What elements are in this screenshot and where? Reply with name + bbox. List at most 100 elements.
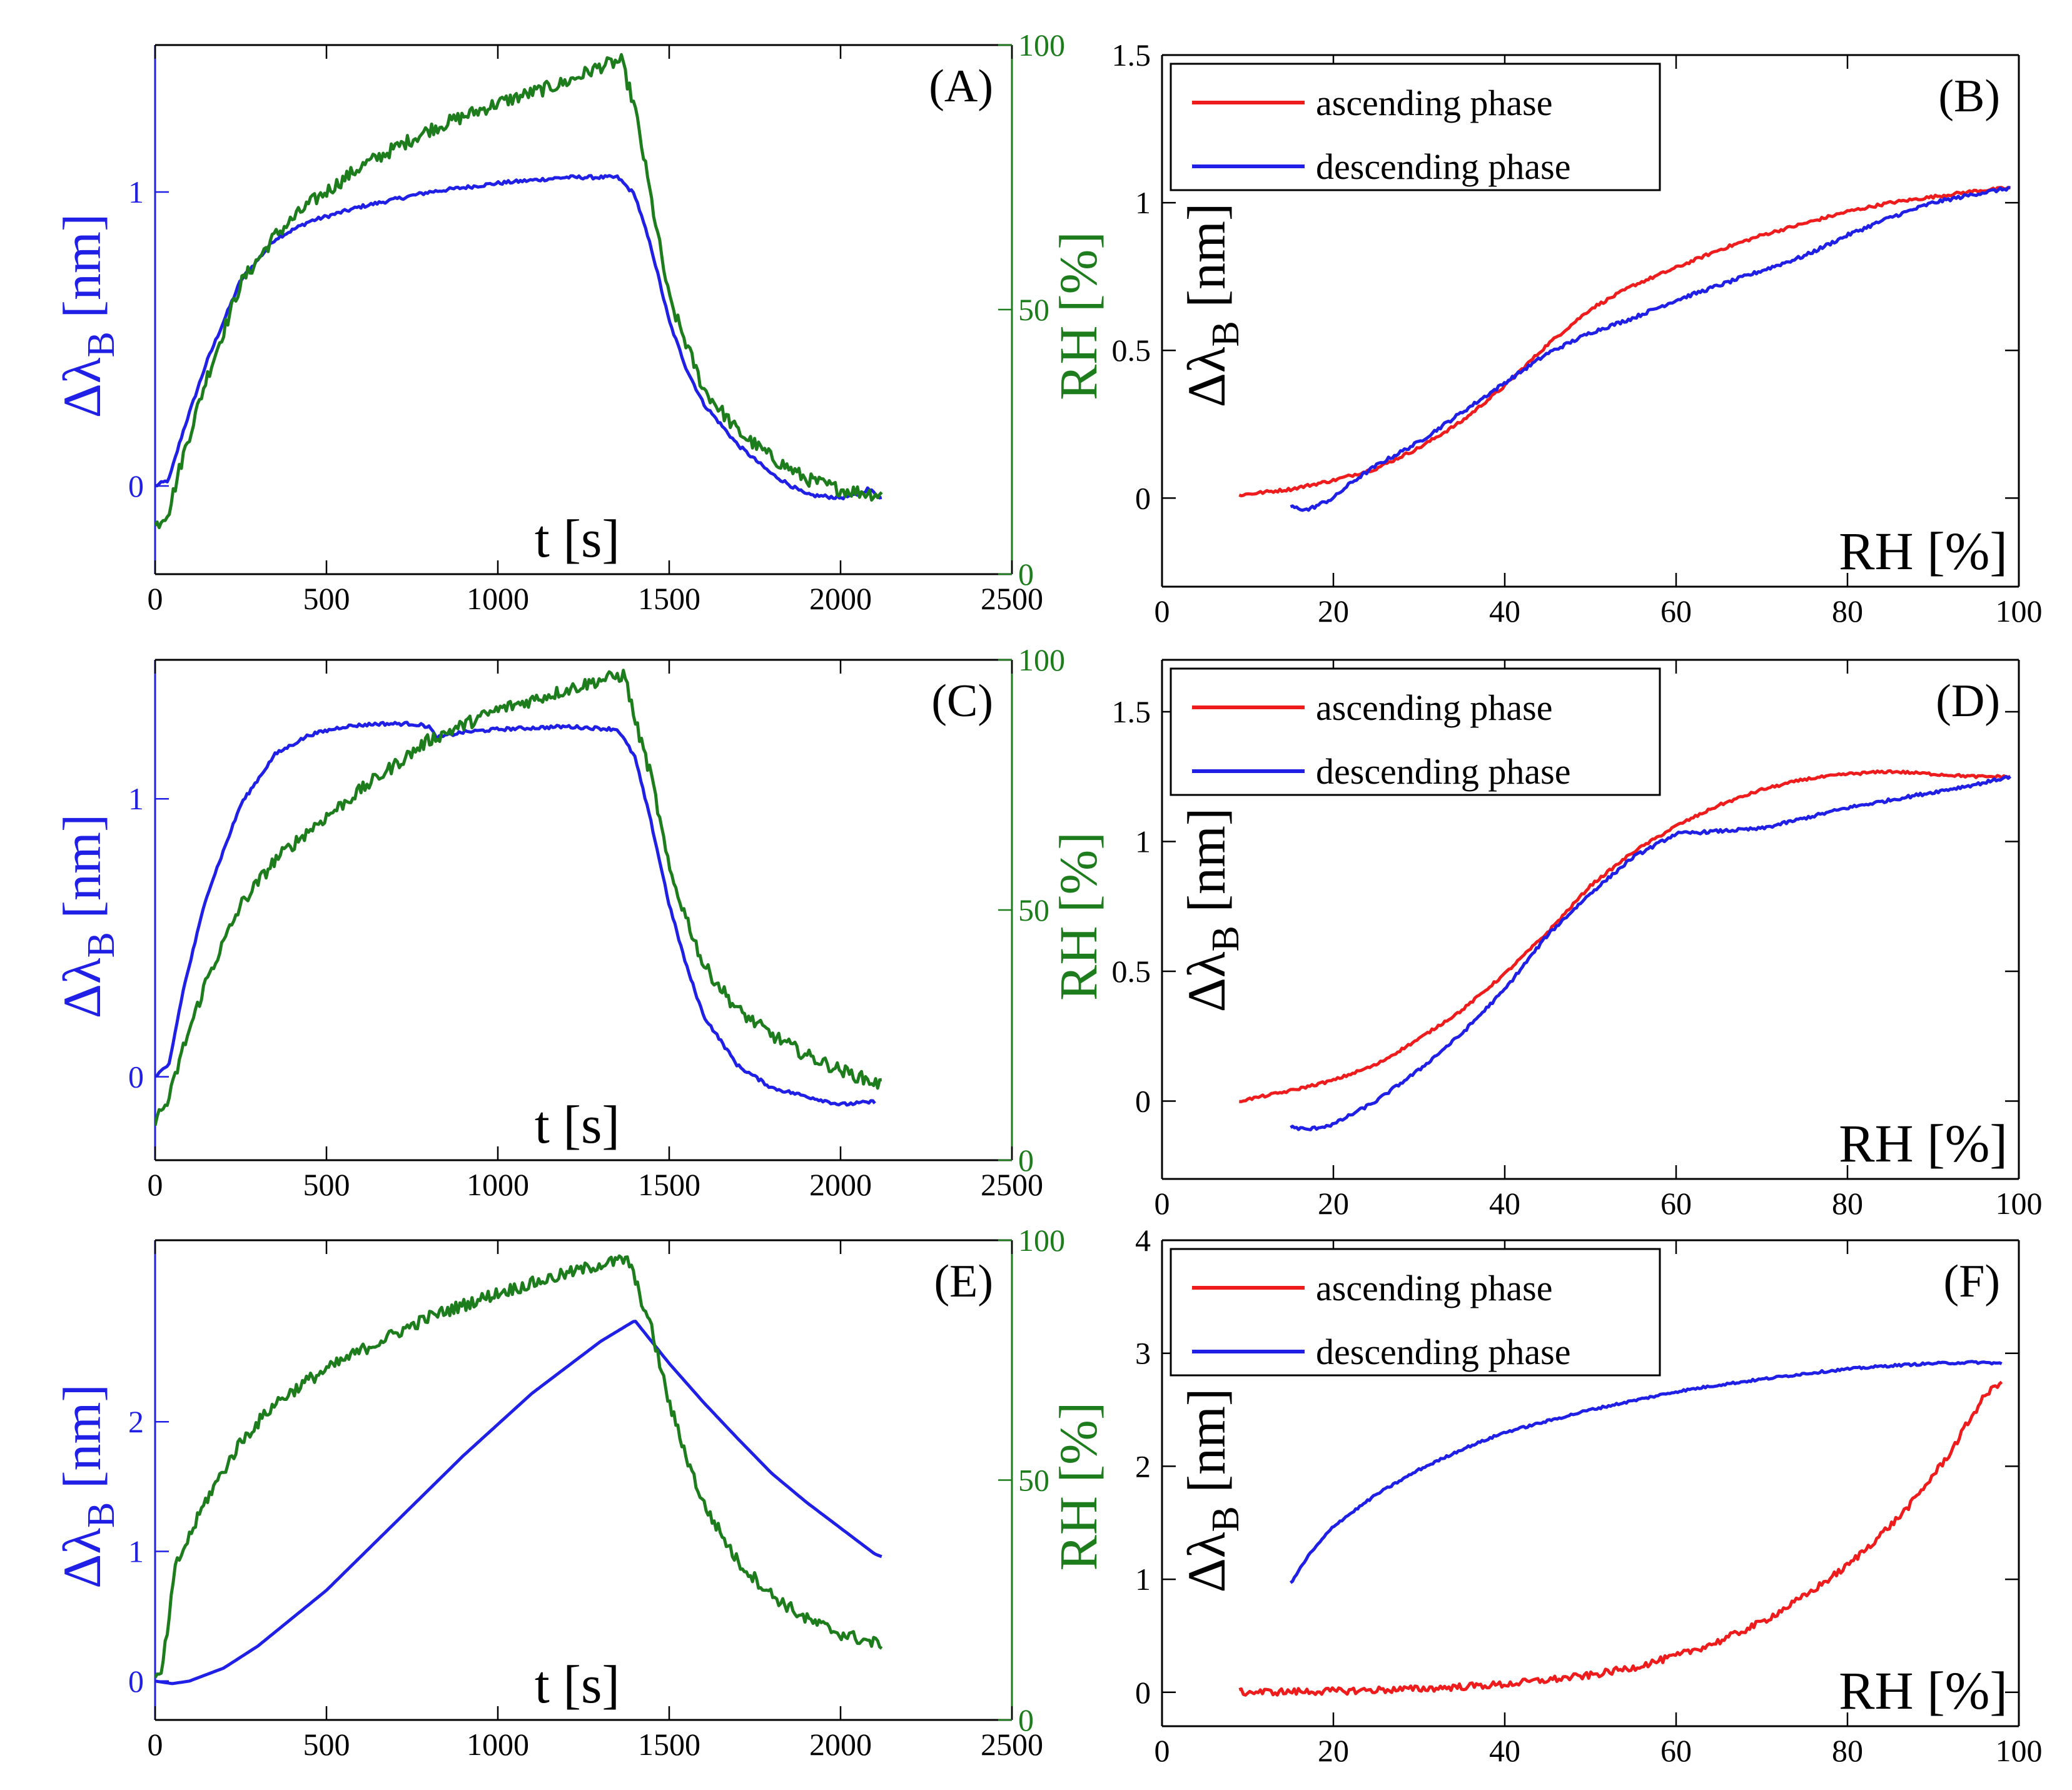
y-tick-label: 1	[128, 1534, 144, 1569]
x-axis-label: RH [%]	[1839, 1661, 2008, 1721]
y-tick-label: 0.5	[1112, 333, 1151, 368]
y2-tick-label: 100	[1018, 642, 1065, 677]
x-axis-label: t [s]	[535, 1654, 620, 1714]
series-group	[155, 1254, 883, 1686]
x-tick-label: 60	[1660, 594, 1692, 629]
series-line-green	[155, 53, 883, 530]
y2-axis-label: RH [%]	[1048, 1402, 1108, 1571]
x-tick-label: 80	[1832, 1186, 1863, 1221]
y-tick-label: 2	[1135, 1449, 1151, 1484]
y-tick-label: 1	[1135, 185, 1151, 220]
x-tick-label: 0	[1155, 1186, 1170, 1221]
legend-box	[1170, 667, 1661, 796]
panel-label: (D)	[1936, 675, 2000, 727]
x-tick-label: 2500	[981, 1167, 1043, 1202]
panel-f: 0 20 40 60 80 100 0 1 2 3 4 (F) RH [%] ΔλB [nm] ascend…	[1135, 1223, 2043, 1768]
x-tick-label: 500	[303, 581, 350, 616]
panel-d: 0 20 40 60 80 100 0 0.5 1 1.5 (D) RH [%] ΔλB [nm] asc…	[1112, 659, 2043, 1221]
y-tick-label: 1.5	[1112, 694, 1151, 729]
y-axis-label: ΔλB [nm]	[1176, 1388, 1247, 1592]
y-tick-label: 2	[128, 1404, 144, 1439]
series-line-blue	[1289, 1360, 2003, 1584]
x-tick-label: 1000	[467, 1167, 529, 1202]
x-tick-label: 0	[148, 1167, 163, 1202]
series-group	[155, 53, 883, 530]
x-axis-label: t [s]	[535, 508, 620, 569]
x-tick-label: 1500	[638, 1167, 700, 1202]
legend-entry: ascending phase	[1316, 83, 1552, 123]
y-tick-label: 3	[1135, 1336, 1151, 1371]
x-tick-label: 40	[1489, 1733, 1520, 1768]
y-axis-label: ΔλB [nm]	[52, 1384, 123, 1589]
legend-entry: descending phase	[1316, 751, 1570, 792]
x-tick-label: 60	[1660, 1186, 1692, 1221]
y-tick-label: 1	[128, 781, 144, 816]
y-axis-label: ΔλB [nm]	[1176, 203, 1247, 407]
y-tick-label: 0	[1135, 480, 1151, 515]
series-group	[1238, 1360, 2003, 1697]
series-group	[1238, 186, 2011, 512]
x-tick-label: 1000	[467, 1727, 529, 1762]
y2-tick-label: 0	[1018, 557, 1034, 592]
series-line-blue	[1290, 186, 2011, 512]
series-group	[155, 669, 882, 1126]
legend: ascending phase descending phase	[1170, 667, 1661, 796]
series-line-green	[155, 669, 882, 1126]
x-axis-label: RH [%]	[1839, 521, 2008, 581]
x-tick-label: 100	[1996, 1733, 2043, 1768]
y-tick-label: 4	[1135, 1223, 1151, 1258]
legend-entry: descending phase	[1316, 1332, 1570, 1372]
y2-tick-label: 0	[1018, 1143, 1034, 1178]
x-tick-label: 500	[303, 1167, 350, 1202]
y2-tick-label: 50	[1018, 1463, 1049, 1498]
y-tick-label: 0	[128, 468, 144, 503]
legend-box	[1170, 1248, 1661, 1377]
y-tick-label: 0	[1135, 1675, 1151, 1710]
y-tick-label: 0.5	[1112, 954, 1151, 989]
x-axis-label: t [s]	[535, 1095, 620, 1155]
x-tick-label: 40	[1489, 594, 1520, 629]
y2-tick-label: 100	[1018, 1223, 1065, 1258]
legend-entry: descending phase	[1316, 146, 1570, 187]
y2-tick-label: 50	[1018, 892, 1049, 928]
y2-axis-label: RH [%]	[1048, 231, 1108, 400]
panel-label: (C)	[931, 675, 993, 727]
y-tick-label: 0	[128, 1664, 144, 1699]
y2-tick-label: 0	[1018, 1702, 1034, 1737]
series-line-red	[1239, 769, 2011, 1103]
x-tick-label: 20	[1318, 594, 1349, 629]
series-group	[1239, 769, 2012, 1131]
legend-entry: ascending phase	[1316, 687, 1552, 728]
y2-axis-label: RH [%]	[1048, 832, 1108, 1001]
series-line-red	[1238, 1380, 2003, 1697]
x-tick-label: 2500	[981, 1727, 1043, 1762]
x-tick-label: 80	[1832, 1733, 1863, 1768]
x-tick-label: 0	[1155, 1733, 1170, 1768]
y-tick-label: 1	[1135, 1562, 1151, 1597]
y2-tick-label: 50	[1018, 292, 1049, 327]
x-tick-label: 500	[303, 1727, 350, 1762]
x-tick-label: 100	[1996, 594, 2043, 629]
panel-b: 0 20 40 60 80 100 0 0.5 1 1.5 (B) RH [%] ΔλB [nm] asc…	[1112, 38, 2043, 629]
y-tick-label: 1	[128, 174, 144, 210]
y-tick-label: 0	[1135, 1084, 1151, 1119]
legend-box	[1170, 63, 1661, 191]
panel-label: (A)	[929, 61, 993, 112]
x-tick-label: 0	[1155, 594, 1170, 629]
panel-label: (E)	[934, 1256, 994, 1307]
x-axis-label: RH [%]	[1839, 1113, 2008, 1173]
series-line-blue	[155, 174, 882, 500]
y2-tick-label: 100	[1018, 28, 1065, 63]
x-tick-label: 1500	[638, 581, 700, 616]
x-tick-label: 100	[1996, 1186, 2043, 1221]
series-line-blue	[155, 1320, 882, 1686]
series-line-blue	[1290, 775, 2012, 1131]
legend-entry: ascending phase	[1316, 1268, 1552, 1308]
x-tick-label: 20	[1318, 1733, 1349, 1768]
